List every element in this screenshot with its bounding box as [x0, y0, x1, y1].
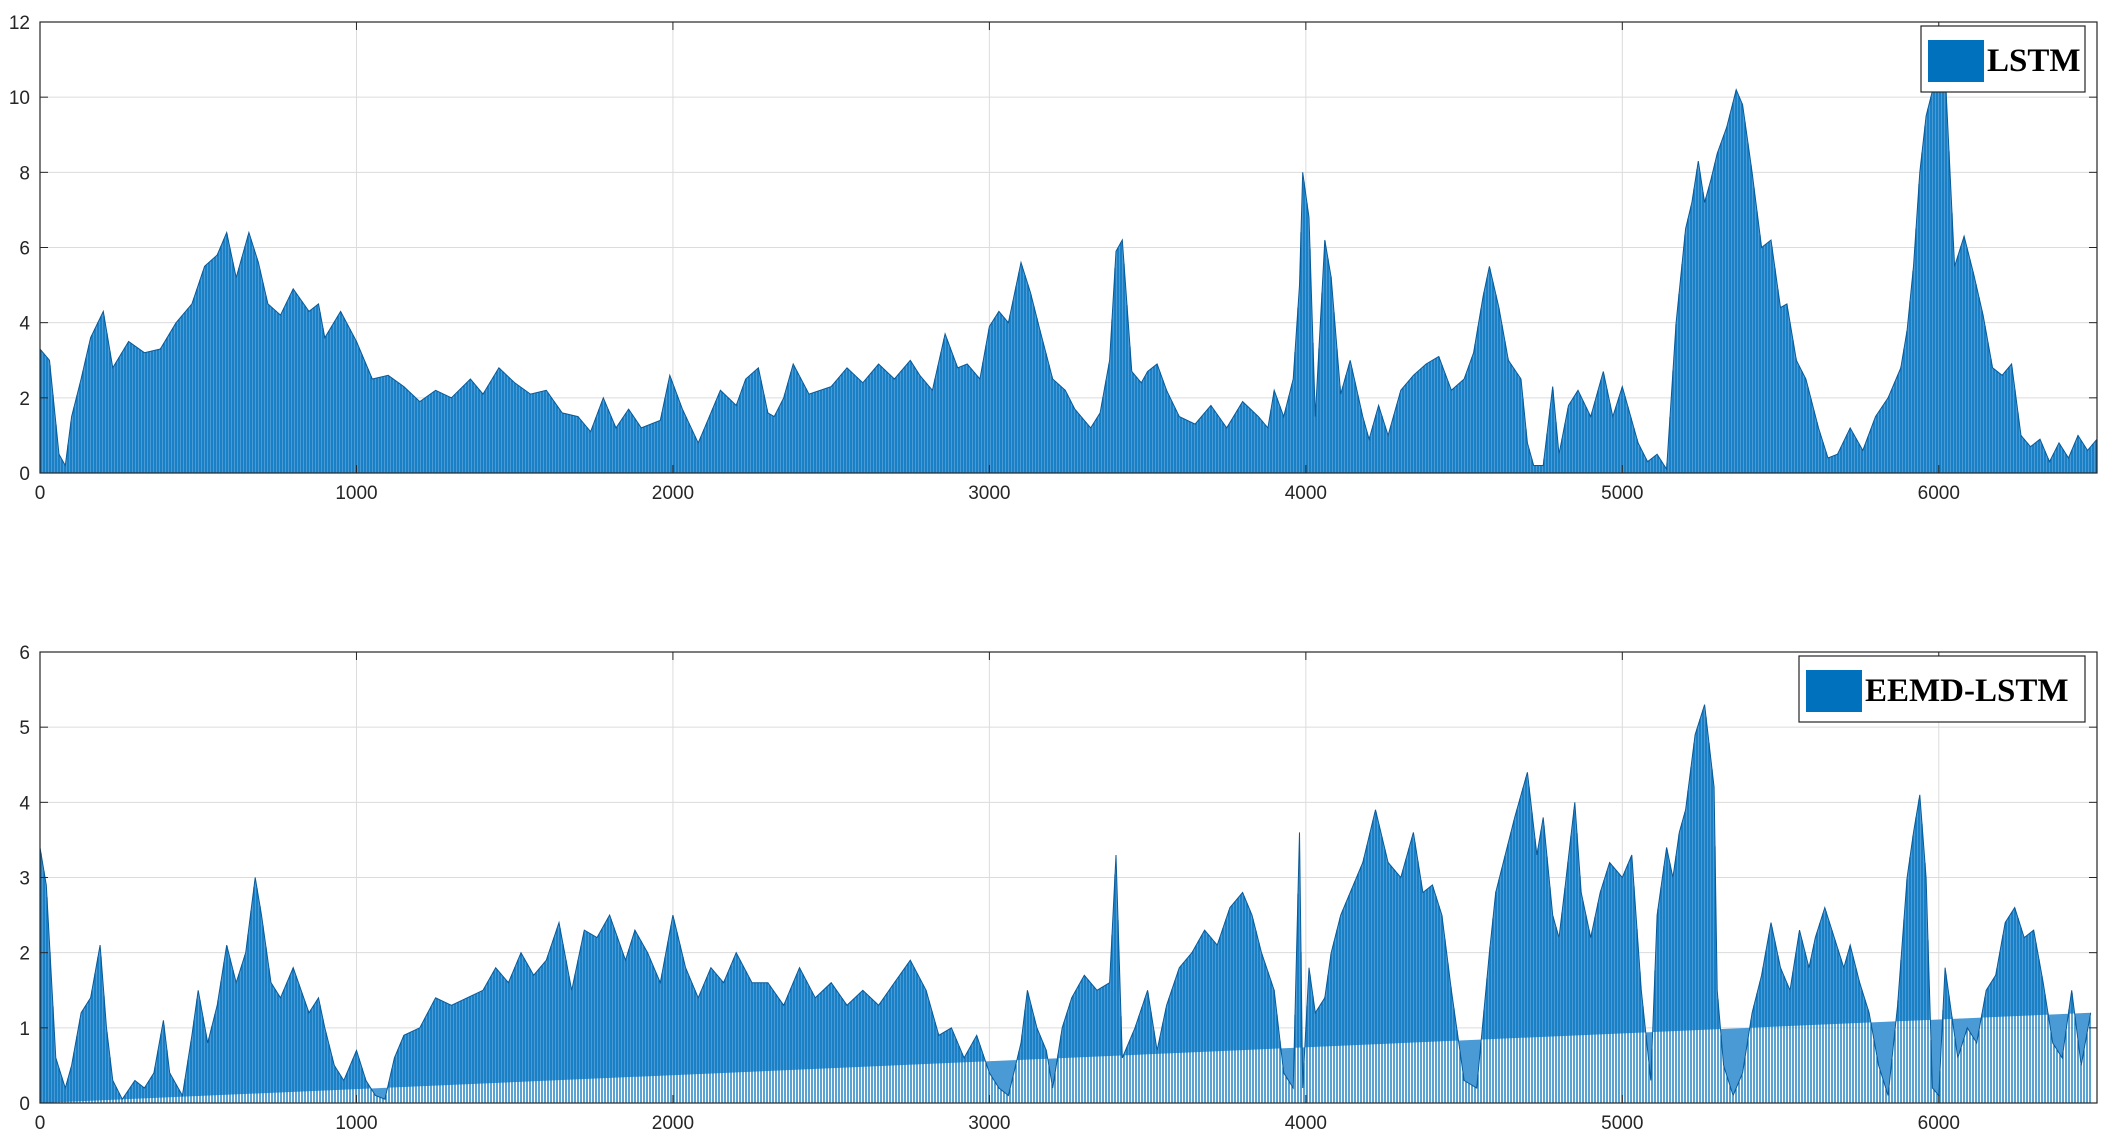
x-axis: 0 1000 2000 3000 4000 5000 6000 [35, 22, 1960, 504]
series-outline [39, 69, 2098, 474]
x-tick-label: 4000 [1285, 1113, 1327, 1134]
plot-lstm: 0 2 4 6 8 10 12 0 1000 2000 3000 4000 5000 6000 LSTM [9, 13, 2098, 504]
series-bars [40, 72, 2097, 473]
x-tick-label: 0 [35, 1113, 46, 1134]
y-tick-label: 0 [19, 464, 30, 485]
y-tick-label: 12 [9, 13, 30, 34]
legend: LSTM [1920, 25, 2086, 93]
x-tick-label: 2000 [652, 483, 694, 504]
legend-label: LSTM [1987, 43, 2081, 79]
y-tick-label: 1 [19, 1019, 30, 1040]
y-tick-label: 6 [19, 239, 30, 260]
series-area-fill [40, 704, 2091, 1103]
y-tick-label: 6 [19, 643, 30, 664]
x-axis: 0 1000 2000 3000 4000 5000 6000 [35, 652, 1960, 1134]
y-axis: 0 2 4 6 8 10 12 [9, 13, 2097, 485]
y-tick-label: 2 [19, 944, 30, 965]
y-tick-label: 4 [19, 314, 30, 335]
x-tick-label: 4000 [1285, 483, 1327, 504]
legend: EEMD-LSTM [1798, 655, 2086, 723]
x-tick-label: 3000 [968, 1113, 1010, 1134]
y-tick-label: 10 [9, 88, 30, 109]
x-tick-label: 6000 [1918, 1113, 1960, 1134]
x-tick-label: 2000 [652, 1113, 694, 1134]
legend-label: EEMD-LSTM [1865, 673, 2069, 709]
plot-eemd-lstm: 0 1 2 3 4 5 6 0 1000 2000 3000 4000 5000 6000 EEMD-L… [19, 643, 2098, 1134]
x-tick-label: 3000 [968, 483, 1010, 504]
legend-swatch [1806, 670, 1862, 712]
y-tick-label: 4 [19, 793, 30, 814]
series-area [39, 704, 2093, 1103]
series-outline [39, 704, 2092, 1103]
y-tick-label: 3 [19, 869, 30, 890]
legend-swatch [1928, 40, 1984, 82]
x-tick-label: 1000 [335, 1113, 377, 1134]
y-axis: 0 1 2 3 4 5 6 [19, 643, 2097, 1115]
x-tick-label: 0 [35, 483, 46, 504]
x-tick-label: 5000 [1601, 483, 1643, 504]
y-tick-label: 5 [19, 718, 30, 739]
y-tick-label: 0 [19, 1094, 30, 1115]
y-tick-label: 8 [19, 163, 30, 184]
x-tick-label: 5000 [1601, 1113, 1643, 1134]
x-tick-label: 1000 [335, 483, 377, 504]
series-area [39, 69, 2098, 474]
x-tick-label: 6000 [1918, 483, 1960, 504]
y-tick-label: 2 [19, 389, 30, 410]
